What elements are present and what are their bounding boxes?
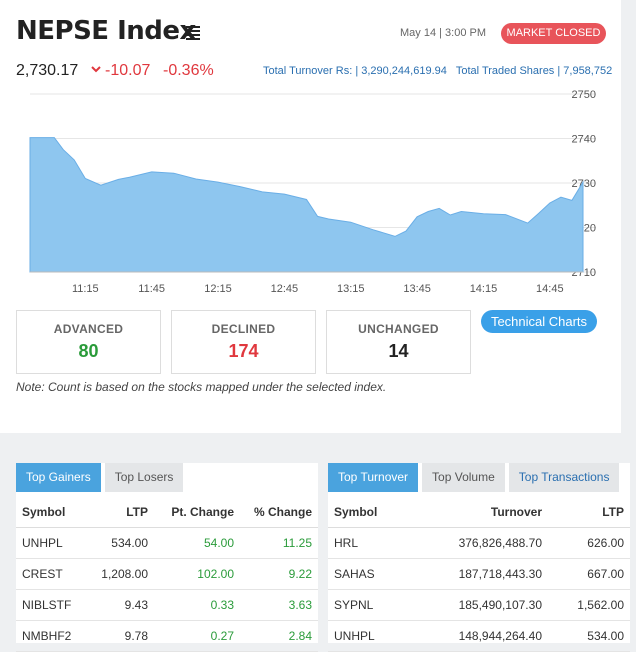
cell-symbol[interactable]: SYPNL xyxy=(328,589,408,621)
cell-symbol[interactable]: NMBHF2 xyxy=(16,620,96,652)
col-ltp[interactable]: LTP xyxy=(96,497,148,528)
col-ltp[interactable]: LTP xyxy=(542,497,630,528)
cell-ltp: 9.78 xyxy=(96,620,148,652)
cell-ltp: 1,208.00 xyxy=(96,558,148,590)
turnover-panel: Top Turnover Top Volume Top Transactions… xyxy=(328,463,630,652)
cell-ltp: 534.00 xyxy=(542,620,630,652)
turnover-table: Symbol Turnover LTP HRL 376,826,488.70 626… xyxy=(328,497,630,652)
percent-change: -0.36% xyxy=(163,62,214,79)
index-summary-card: NEPSE Index May 14 | 3:00 PM MARKET CLOS… xyxy=(0,0,621,433)
cell-ltp: 1,562.00 xyxy=(542,589,630,621)
x-tick-label: 13:45 xyxy=(403,283,431,295)
total-traded-shares: Total Traded Shares | 7,958,752 xyxy=(455,65,613,77)
point-change: -10.07 xyxy=(105,62,151,79)
cell-symbol[interactable]: NIBLSTF xyxy=(16,589,96,621)
cell-pt-change: 54.00 xyxy=(148,527,234,559)
tab-top-gainers[interactable]: Top Gainers xyxy=(16,463,101,492)
cell-ltp: 667.00 xyxy=(542,558,630,590)
gainers-table: Symbol LTP Pt. Change % Change UNHPL 534.… xyxy=(16,497,318,652)
cell-pct-change: 9.22 xyxy=(234,558,318,590)
x-tick-label: 12:45 xyxy=(271,283,299,295)
cell-symbol[interactable]: SAHAS xyxy=(328,558,408,590)
col-pct-change[interactable]: % Change xyxy=(234,497,318,528)
col-turnover[interactable]: Turnover xyxy=(408,497,542,528)
unchanged-label: UNCHANGED xyxy=(358,322,439,336)
turnover-tabs: Top Turnover Top Volume Top Transactions xyxy=(328,463,623,492)
cell-pt-change: 0.27 xyxy=(148,620,234,652)
gainers-tabs: Top Gainers Top Losers xyxy=(16,463,187,492)
chevron-down-icon xyxy=(91,66,101,73)
cell-symbol[interactable]: UNHPL xyxy=(16,527,96,559)
gainers-panel: Top Gainers Top Losers Symbol LTP Pt. Ch… xyxy=(16,463,318,652)
declined-label: DECLINED xyxy=(211,322,276,336)
y-tick-label: 2750 xyxy=(572,89,596,101)
index-note: Note: Count is based on the stocks mappe… xyxy=(16,380,387,394)
advanced-count: 80 xyxy=(78,341,99,361)
cell-pt-change: 102.00 xyxy=(148,558,234,590)
table-row[interactable]: CREST 1,208.00 102.00 9.22 xyxy=(16,558,318,590)
cell-turnover: 187,718,443.30 xyxy=(408,558,542,590)
table-row[interactable]: UNHPL 534.00 54.00 11.25 xyxy=(16,527,318,559)
x-tick-label: 11:45 xyxy=(138,283,165,295)
x-tick-label: 14:45 xyxy=(536,283,564,295)
menu-icon[interactable] xyxy=(186,26,200,40)
tab-top-turnover[interactable]: Top Turnover xyxy=(328,463,419,492)
declined-count: 174 xyxy=(228,341,259,361)
advanced-box: ADVANCED 80 xyxy=(16,310,161,374)
x-tick-label: 11:15 xyxy=(72,283,99,295)
cell-pct-change: 2.84 xyxy=(234,620,318,652)
turnover-summary: Total Turnover Rs: | 3,290,244,619.94 To… xyxy=(263,65,612,77)
market-status-badge: MARKET CLOSED xyxy=(501,23,606,44)
cell-turnover: 185,490,107.30 xyxy=(408,589,542,621)
advanced-label: ADVANCED xyxy=(53,322,124,336)
tab-top-volume[interactable]: Top Volume xyxy=(422,463,505,492)
y-tick-label: 2730 xyxy=(572,178,596,190)
cell-pct-change: 11.25 xyxy=(234,527,318,559)
col-symbol[interactable]: Symbol xyxy=(16,497,96,528)
series-area[interactable] xyxy=(29,137,584,273)
unchanged-count: 14 xyxy=(388,341,409,361)
cell-turnover: 148,944,264.40 xyxy=(408,620,542,652)
cell-pct-change: 3.63 xyxy=(234,589,318,621)
cell-symbol[interactable]: CREST xyxy=(16,558,96,590)
cell-symbol[interactable]: HRL xyxy=(328,527,408,559)
table-row[interactable]: NMBHF2 9.78 0.27 2.84 xyxy=(16,620,318,652)
y-tick-label: 2740 xyxy=(572,134,596,146)
market-date: May 14 | 3:00 PM xyxy=(400,27,487,39)
table-row[interactable]: NIBLSTF 9.43 0.33 3.63 xyxy=(16,589,318,621)
tab-top-losers[interactable]: Top Losers xyxy=(104,463,184,492)
x-tick-label: 14:15 xyxy=(470,283,498,295)
cell-ltp: 534.00 xyxy=(96,527,148,559)
page-title: NEPSE Index xyxy=(16,16,196,46)
table-row[interactable]: SAHAS 187,718,443.30 667.00 xyxy=(328,558,630,590)
table-row[interactable]: UNHPL 148,944,264.40 534.00 xyxy=(328,620,630,652)
cell-turnover: 376,826,488.70 xyxy=(408,527,542,559)
cell-pt-change: 0.33 xyxy=(148,589,234,621)
col-pt-change[interactable]: Pt. Change xyxy=(148,497,234,528)
col-symbol[interactable]: Symbol xyxy=(328,497,408,528)
cell-symbol[interactable]: UNHPL xyxy=(328,620,408,652)
declined-box: DECLINED 174 xyxy=(171,310,316,374)
total-turnover: Total Turnover Rs: | 3,290,244,619.94 xyxy=(263,65,447,77)
technical-charts-button[interactable]: Technical Charts xyxy=(481,310,597,333)
cell-ltp: 9.43 xyxy=(96,589,148,621)
index-value: 2,730.17 xyxy=(16,62,79,79)
tab-top-transactions[interactable]: Top Transactions xyxy=(508,463,620,492)
table-row[interactable]: HRL 376,826,488.70 626.00 xyxy=(328,527,630,559)
unchanged-box: UNCHANGED 14 xyxy=(326,310,471,374)
x-tick-label: 12:15 xyxy=(204,283,232,295)
x-tick-label: 13:15 xyxy=(337,283,365,295)
cell-ltp: 626.00 xyxy=(542,527,630,559)
table-row[interactable]: SYPNL 185,490,107.30 1,562.00 xyxy=(328,589,630,621)
